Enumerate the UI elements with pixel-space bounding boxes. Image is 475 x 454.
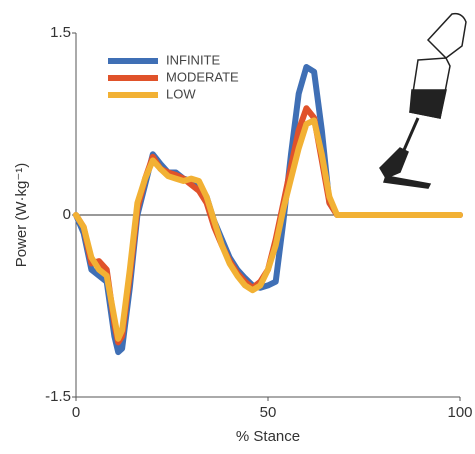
y-tick-label: -1.5 xyxy=(45,388,71,405)
x-tick-label: 0 xyxy=(72,404,80,421)
y-axis-label: Power (W·kg⁻¹) xyxy=(13,163,30,268)
y-tick-label: 1.5 xyxy=(50,24,71,41)
x-tick-label: 100 xyxy=(447,404,472,421)
series-line xyxy=(73,64,463,356)
x-tick-label: 50 xyxy=(260,404,277,421)
x-axis-label: % Stance xyxy=(236,428,300,445)
legend-label: MODERATE xyxy=(166,69,239,84)
series-line xyxy=(73,117,463,342)
y-tick-label: 0 xyxy=(63,206,71,223)
prosthesis-illustration xyxy=(379,12,467,189)
legend-label: LOW xyxy=(166,86,196,101)
legend-label: INFINITE xyxy=(166,52,220,67)
